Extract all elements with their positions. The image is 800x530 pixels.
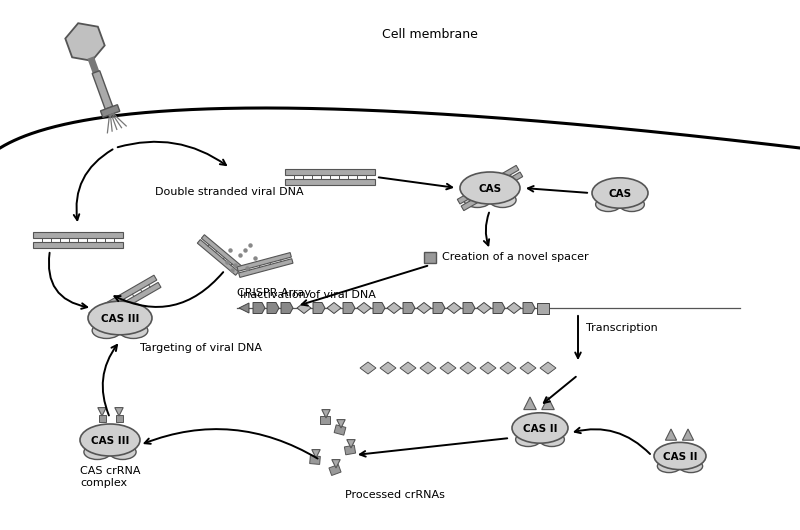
Bar — [93, 282, 161, 325]
Polygon shape — [417, 303, 431, 314]
Polygon shape — [98, 408, 106, 416]
Polygon shape — [343, 303, 355, 314]
Polygon shape — [480, 362, 496, 374]
Polygon shape — [523, 303, 535, 314]
Polygon shape — [360, 362, 376, 374]
Polygon shape — [666, 429, 677, 440]
Bar — [238, 259, 293, 277]
Bar — [198, 240, 238, 275]
Polygon shape — [312, 449, 320, 458]
Bar — [310, 456, 320, 464]
Bar — [89, 275, 157, 317]
Bar — [344, 445, 356, 455]
Polygon shape — [403, 303, 415, 314]
Polygon shape — [682, 429, 694, 440]
Polygon shape — [520, 362, 536, 374]
Polygon shape — [267, 303, 279, 314]
Polygon shape — [493, 303, 505, 314]
Bar — [33, 242, 123, 248]
Text: CAS III: CAS III — [101, 314, 139, 324]
Polygon shape — [507, 303, 521, 314]
Bar — [237, 253, 291, 271]
Polygon shape — [524, 397, 536, 410]
Ellipse shape — [80, 424, 140, 456]
Polygon shape — [460, 362, 476, 374]
Polygon shape — [477, 303, 491, 314]
Polygon shape — [447, 303, 461, 314]
Ellipse shape — [489, 192, 516, 208]
Bar — [33, 232, 123, 238]
Text: Inactivation of viral DNA: Inactivation of viral DNA — [240, 290, 376, 300]
Bar — [461, 172, 522, 210]
Ellipse shape — [658, 460, 681, 473]
Polygon shape — [327, 303, 341, 314]
Text: CAS: CAS — [478, 184, 502, 194]
Bar — [334, 425, 346, 435]
Ellipse shape — [119, 323, 148, 339]
Text: CAS III: CAS III — [91, 436, 129, 446]
Text: CAS crRNA
complex: CAS crRNA complex — [80, 466, 141, 488]
Text: Creation of a novel spacer: Creation of a novel spacer — [442, 252, 589, 262]
Ellipse shape — [539, 432, 564, 446]
Ellipse shape — [596, 197, 621, 211]
Bar — [458, 165, 519, 204]
Polygon shape — [440, 362, 456, 374]
Polygon shape — [463, 303, 475, 314]
Polygon shape — [253, 303, 265, 314]
Polygon shape — [332, 460, 340, 468]
Polygon shape — [500, 362, 516, 374]
Text: Targeting of viral DNA: Targeting of viral DNA — [140, 343, 262, 353]
Bar — [98, 414, 106, 421]
Polygon shape — [337, 420, 346, 428]
Bar — [537, 303, 549, 314]
Polygon shape — [357, 303, 371, 314]
Polygon shape — [373, 303, 385, 314]
Polygon shape — [347, 439, 355, 448]
Polygon shape — [297, 303, 311, 314]
Ellipse shape — [109, 445, 136, 460]
Polygon shape — [400, 362, 416, 374]
Ellipse shape — [516, 432, 541, 446]
Polygon shape — [239, 303, 249, 313]
Ellipse shape — [464, 192, 491, 208]
Polygon shape — [115, 408, 123, 416]
Polygon shape — [281, 303, 293, 314]
Text: Transcription: Transcription — [586, 323, 658, 333]
Ellipse shape — [84, 445, 111, 460]
Polygon shape — [420, 362, 436, 374]
Bar — [285, 169, 375, 175]
Bar — [101, 105, 120, 118]
Polygon shape — [387, 303, 401, 314]
Polygon shape — [66, 23, 105, 61]
Ellipse shape — [592, 178, 648, 208]
Ellipse shape — [679, 460, 702, 473]
Polygon shape — [380, 362, 396, 374]
Ellipse shape — [460, 172, 520, 204]
Polygon shape — [322, 410, 330, 418]
Polygon shape — [433, 303, 445, 314]
Polygon shape — [313, 303, 325, 314]
Ellipse shape — [92, 323, 121, 339]
Bar — [329, 464, 341, 475]
Ellipse shape — [512, 413, 568, 443]
Text: CAS II: CAS II — [662, 452, 698, 462]
Text: Cell membrane: Cell membrane — [382, 29, 478, 41]
Polygon shape — [542, 397, 554, 410]
Polygon shape — [540, 362, 556, 374]
Bar — [115, 414, 122, 421]
Text: CAS II: CAS II — [522, 424, 558, 434]
Text: CRISPR Array: CRISPR Array — [237, 288, 311, 298]
Ellipse shape — [654, 443, 706, 470]
Bar — [424, 252, 436, 263]
Bar — [92, 70, 113, 109]
Text: CAS: CAS — [609, 189, 631, 199]
Ellipse shape — [88, 301, 152, 335]
Bar — [202, 235, 242, 270]
Ellipse shape — [619, 197, 644, 211]
Bar — [320, 416, 330, 424]
Bar — [285, 179, 375, 185]
Text: Processed crRNAs: Processed crRNAs — [345, 490, 445, 500]
Text: Double stranded viral DNA: Double stranded viral DNA — [155, 187, 304, 197]
